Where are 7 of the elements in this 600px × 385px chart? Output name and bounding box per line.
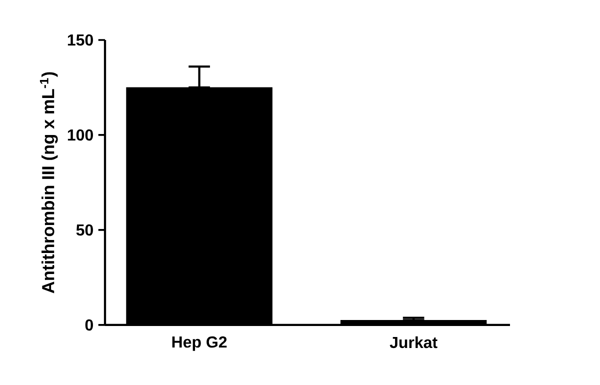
y-axis-title: Antithrombin III (ng x mL$^{-1}$) [40, 72, 58, 294]
y-tick-label: 0 [85, 319, 93, 331]
y-tick-label: 50 [76, 224, 93, 236]
y-tick-label: 100 [68, 129, 93, 141]
x-tick-label: Hep G2 [172, 336, 227, 351]
y-tick-label: 150 [68, 34, 93, 46]
x-tick-label: Jurkat [390, 336, 438, 348]
